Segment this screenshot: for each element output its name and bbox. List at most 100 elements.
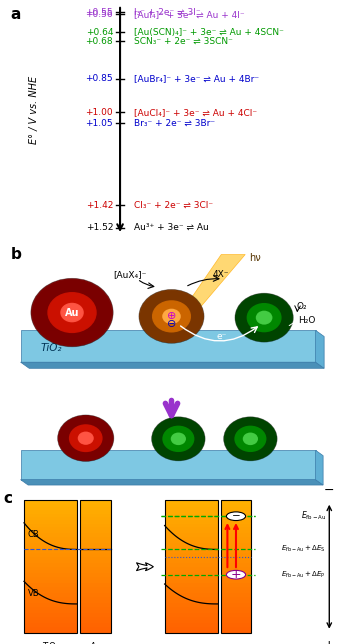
Polygon shape: [80, 583, 111, 587]
Polygon shape: [165, 603, 218, 607]
Polygon shape: [165, 510, 218, 513]
Polygon shape: [80, 567, 111, 570]
Ellipse shape: [260, 314, 268, 321]
Ellipse shape: [79, 432, 93, 444]
Ellipse shape: [243, 300, 285, 335]
Text: I₃⁻ + 2e⁻ ⇌ 3I⁻: I₃⁻ + 2e⁻ ⇌ 3I⁻: [134, 8, 200, 17]
Ellipse shape: [162, 425, 195, 453]
Polygon shape: [24, 560, 77, 564]
Polygon shape: [80, 590, 111, 593]
Ellipse shape: [169, 314, 174, 319]
Polygon shape: [80, 513, 111, 517]
Ellipse shape: [234, 425, 267, 453]
Polygon shape: [165, 587, 218, 590]
Ellipse shape: [34, 281, 110, 344]
Ellipse shape: [240, 430, 261, 448]
Ellipse shape: [80, 433, 91, 443]
Ellipse shape: [257, 311, 272, 324]
Ellipse shape: [170, 316, 173, 317]
Ellipse shape: [240, 431, 260, 447]
Polygon shape: [221, 557, 251, 560]
Ellipse shape: [76, 430, 95, 446]
Polygon shape: [80, 540, 111, 544]
Ellipse shape: [259, 314, 269, 322]
Ellipse shape: [82, 435, 90, 442]
Text: $E_{\rm fb-Au}+\Delta E_{\rm S}$: $E_{\rm fb-Au}+\Delta E_{\rm S}$: [281, 544, 326, 554]
Ellipse shape: [63, 305, 81, 320]
Polygon shape: [24, 570, 77, 573]
Ellipse shape: [237, 428, 263, 450]
Ellipse shape: [153, 301, 190, 332]
Ellipse shape: [40, 286, 104, 339]
Polygon shape: [221, 613, 251, 616]
Ellipse shape: [157, 421, 200, 457]
Polygon shape: [221, 500, 251, 504]
Text: Cl₃⁻ + 2e⁻ ⇌ 3Cl⁻: Cl₃⁻ + 2e⁻ ⇌ 3Cl⁻: [134, 201, 213, 210]
Ellipse shape: [245, 301, 283, 334]
Ellipse shape: [65, 421, 107, 455]
Ellipse shape: [232, 424, 269, 454]
Polygon shape: [221, 630, 251, 633]
Polygon shape: [316, 450, 323, 485]
Polygon shape: [80, 520, 111, 524]
Ellipse shape: [238, 296, 290, 339]
Ellipse shape: [247, 303, 282, 332]
Ellipse shape: [148, 297, 195, 336]
Ellipse shape: [63, 420, 108, 457]
Ellipse shape: [44, 289, 100, 336]
Polygon shape: [80, 507, 111, 510]
Polygon shape: [80, 527, 111, 530]
Ellipse shape: [157, 304, 186, 328]
Polygon shape: [221, 504, 251, 507]
Ellipse shape: [61, 417, 111, 459]
Ellipse shape: [261, 315, 268, 321]
Text: [AuX₄]⁻: [AuX₄]⁻: [113, 270, 146, 279]
Polygon shape: [24, 583, 77, 587]
Polygon shape: [221, 600, 251, 603]
Polygon shape: [24, 587, 77, 590]
Polygon shape: [24, 593, 77, 596]
Ellipse shape: [237, 295, 291, 340]
Polygon shape: [165, 544, 218, 547]
Ellipse shape: [162, 308, 181, 324]
Polygon shape: [24, 517, 77, 520]
Ellipse shape: [42, 287, 103, 338]
Ellipse shape: [160, 307, 183, 326]
Polygon shape: [221, 573, 251, 576]
Ellipse shape: [38, 284, 106, 341]
Ellipse shape: [230, 422, 270, 455]
Polygon shape: [221, 560, 251, 564]
Ellipse shape: [78, 431, 94, 445]
Polygon shape: [165, 504, 218, 507]
Polygon shape: [80, 587, 111, 590]
Ellipse shape: [163, 426, 194, 451]
Ellipse shape: [62, 419, 109, 457]
Polygon shape: [24, 616, 77, 620]
Polygon shape: [24, 550, 77, 553]
Polygon shape: [24, 533, 77, 537]
Ellipse shape: [33, 280, 111, 345]
Ellipse shape: [246, 435, 255, 442]
Circle shape: [226, 512, 246, 520]
Polygon shape: [24, 610, 77, 613]
Ellipse shape: [147, 296, 196, 336]
Ellipse shape: [157, 305, 186, 328]
Polygon shape: [221, 570, 251, 573]
Polygon shape: [165, 627, 218, 630]
Ellipse shape: [226, 419, 275, 459]
Text: +0.55: +0.55: [85, 8, 113, 17]
Ellipse shape: [152, 417, 205, 461]
Polygon shape: [221, 527, 251, 530]
Ellipse shape: [69, 424, 103, 452]
Polygon shape: [221, 627, 251, 630]
Polygon shape: [24, 573, 77, 576]
Ellipse shape: [158, 422, 199, 456]
Ellipse shape: [146, 296, 197, 337]
Ellipse shape: [262, 316, 266, 319]
Polygon shape: [21, 362, 324, 368]
Text: CB: CB: [27, 530, 39, 539]
Text: b: b: [10, 247, 21, 262]
Ellipse shape: [60, 417, 111, 459]
Ellipse shape: [142, 292, 201, 341]
Polygon shape: [221, 567, 251, 570]
